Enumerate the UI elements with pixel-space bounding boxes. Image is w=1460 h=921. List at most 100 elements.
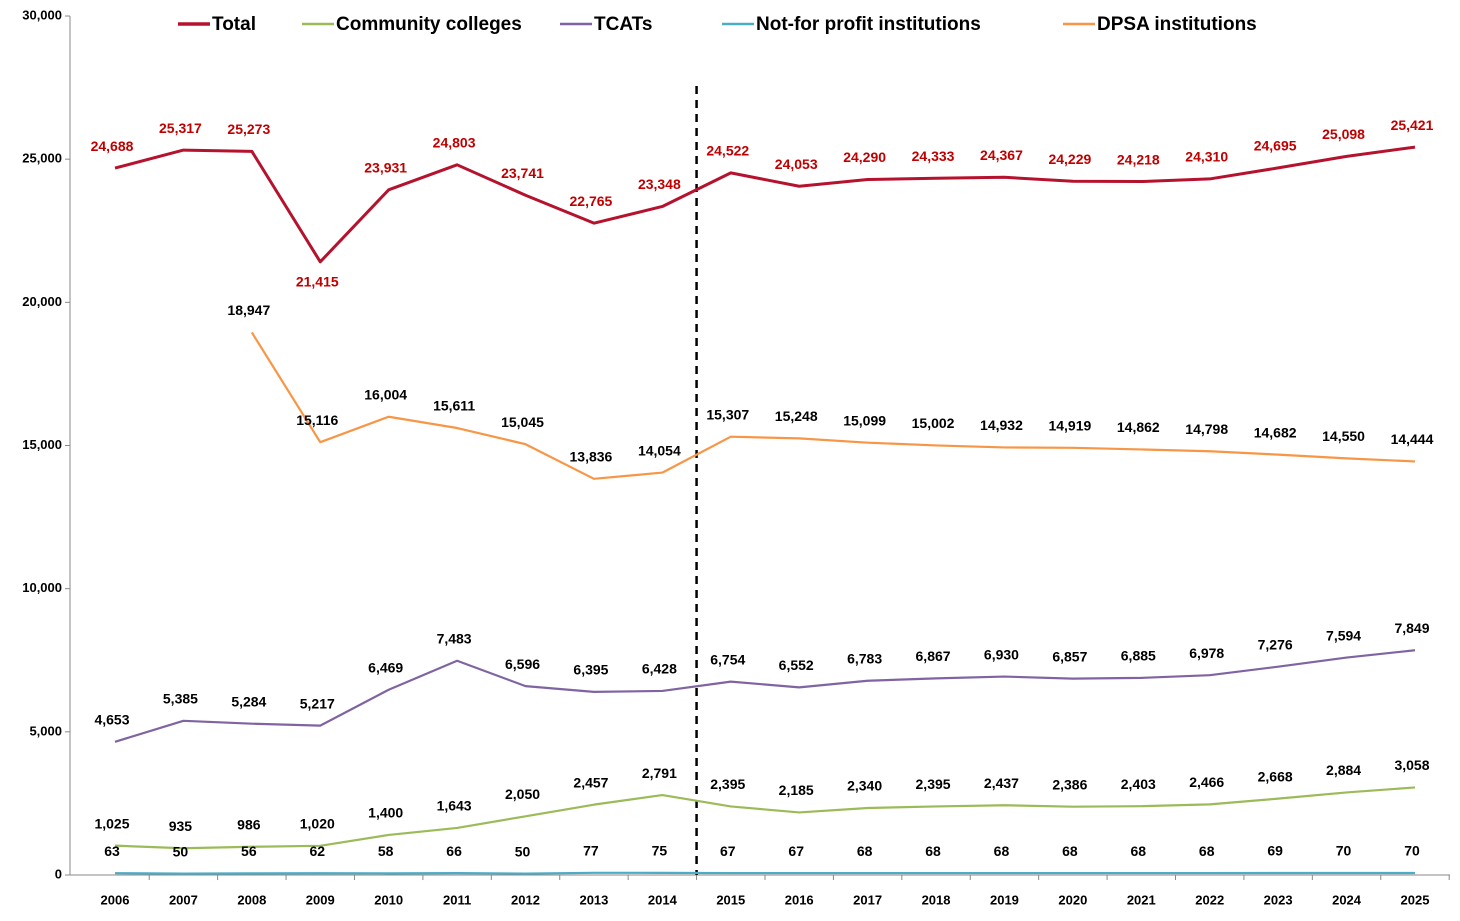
y-tick-label: 5,000: [29, 723, 62, 738]
x-tick-label: 2014: [648, 892, 678, 907]
x-tick-label: 2021: [1127, 892, 1156, 907]
data-label: 2,437: [984, 775, 1019, 791]
data-label: 23,741: [501, 165, 544, 181]
data-label: 24,333: [912, 148, 955, 164]
x-tick-label: 2024: [1332, 892, 1362, 907]
data-label: 24,290: [843, 149, 886, 165]
data-label: 6,469: [368, 659, 403, 675]
data-label: 15,611: [433, 398, 475, 414]
data-label: 7,594: [1326, 627, 1361, 643]
x-tick-label: 2020: [1058, 892, 1087, 907]
x-tick-label: 2012: [511, 892, 540, 907]
data-label: 70: [1336, 843, 1352, 859]
x-tick-label: 2017: [853, 892, 882, 907]
data-label: 67: [720, 843, 736, 859]
data-label: 6,596: [505, 656, 540, 672]
data-label: 22,765: [570, 193, 613, 209]
x-tick-label: 2013: [579, 892, 608, 907]
data-label: 24,310: [1185, 149, 1228, 165]
data-label: 1,400: [368, 805, 403, 821]
data-label: 58: [378, 843, 394, 859]
data-label: 25,273: [227, 121, 270, 137]
data-label: 23,348: [638, 176, 681, 192]
x-tick-label: 2010: [374, 892, 403, 907]
data-label: 14,682: [1254, 424, 1297, 440]
data-label: 2,395: [710, 776, 745, 792]
data-label: 56: [241, 843, 257, 859]
data-label: 6,395: [573, 662, 608, 678]
series-line: [250, 331, 1416, 480]
data-label: 24,803: [433, 135, 476, 151]
data-label: 25,317: [159, 120, 202, 136]
series-line: [114, 871, 1415, 875]
data-label: 2,340: [847, 778, 882, 794]
data-label: 50: [515, 843, 531, 859]
data-label: 2,403: [1121, 776, 1156, 792]
data-label: 6,754: [710, 651, 745, 667]
data-label: 3,058: [1394, 757, 1429, 773]
data-label: 62: [309, 843, 325, 859]
data-label: 24,218: [1117, 151, 1160, 167]
y-tick-label: 30,000: [22, 7, 62, 22]
legend-label: DPSA institutions: [1097, 14, 1257, 35]
data-label: 14,550: [1322, 428, 1365, 444]
data-label: 23,931: [364, 159, 407, 175]
data-label: 6,857: [1052, 648, 1087, 664]
x-tick-label: 2008: [237, 892, 266, 907]
y-tick-label: 20,000: [22, 294, 62, 309]
data-label: 14,798: [1185, 421, 1228, 437]
data-label: 69: [1267, 843, 1283, 859]
data-label: 68: [857, 843, 873, 859]
data-label: 24,695: [1254, 138, 1297, 154]
data-label: 2,386: [1052, 776, 1087, 792]
data-label: 21,415: [296, 274, 339, 290]
series-line: [114, 649, 1416, 743]
data-label: 2,457: [573, 774, 608, 790]
data-label: 2,668: [1258, 768, 1293, 784]
data-label: 6,930: [984, 646, 1019, 662]
data-label: 24,367: [980, 147, 1023, 163]
data-label: 68: [925, 843, 941, 859]
y-tick-label: 15,000: [22, 437, 62, 452]
data-label: 6,867: [916, 648, 951, 664]
legend-label: Total: [212, 14, 256, 35]
x-tick-label: 2018: [922, 892, 951, 907]
x-tick-label: 2022: [1195, 892, 1224, 907]
data-label: 6,552: [779, 657, 814, 673]
data-label: 50: [173, 843, 189, 859]
data-label: 6,885: [1121, 648, 1156, 664]
data-label: 75: [652, 843, 668, 859]
data-label: 2,884: [1326, 762, 1361, 778]
x-tick-label: 2011: [443, 892, 471, 907]
data-label: 16,004: [364, 386, 407, 402]
legend-label: TCATs: [594, 14, 652, 35]
data-label: 2,791: [642, 765, 677, 781]
data-label: 24,522: [706, 143, 749, 159]
data-label: 25,098: [1322, 126, 1365, 142]
series-line: [114, 145, 1416, 264]
series-line: [114, 786, 1416, 850]
x-tick-label: 2023: [1264, 892, 1293, 907]
y-tick-label: 0: [55, 866, 62, 881]
data-label: 2,050: [505, 786, 540, 802]
data-label: 1,643: [437, 798, 472, 814]
data-label: 70: [1404, 843, 1420, 859]
legend-label: Community colleges: [336, 14, 522, 35]
data-label: 68: [1131, 843, 1147, 859]
data-label: 15,307: [706, 406, 749, 422]
data-label: 2,185: [779, 782, 814, 798]
data-label: 2,466: [1189, 774, 1224, 790]
x-tick-label: 2015: [716, 892, 745, 907]
legend-label: Not-for profit institutions: [756, 14, 981, 35]
data-label: 15,248: [775, 408, 818, 424]
data-label: 935: [169, 818, 193, 834]
data-label: 15,116: [296, 412, 338, 428]
data-label: 6,978: [1189, 645, 1224, 661]
data-label: 986: [237, 816, 261, 832]
data-label: 14,932: [980, 417, 1023, 433]
data-label: 66: [446, 843, 462, 859]
x-tick-label: 2009: [306, 892, 335, 907]
x-tick-label: 2025: [1401, 892, 1430, 907]
